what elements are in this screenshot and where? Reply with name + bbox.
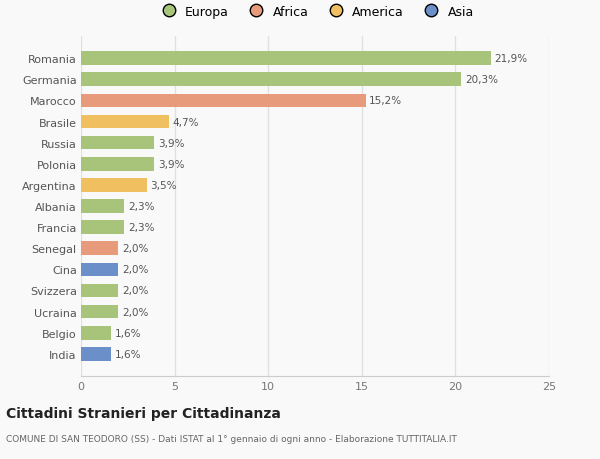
Legend: Europa, Africa, America, Asia: Europa, Africa, America, Asia [151,1,479,24]
Text: 3,5%: 3,5% [150,180,177,190]
Bar [81,284,118,298]
Bar [81,347,111,361]
Bar [81,305,118,319]
Text: Cittadini Stranieri per Cittadinanza: Cittadini Stranieri per Cittadinanza [6,406,281,420]
Text: 3,9%: 3,9% [158,159,184,169]
Bar [81,115,169,129]
Bar [81,73,461,87]
Text: 20,3%: 20,3% [465,75,498,85]
Bar [81,179,146,192]
Text: 3,9%: 3,9% [158,138,184,148]
Bar [81,157,154,171]
Bar [81,263,118,277]
Text: 21,9%: 21,9% [495,54,528,64]
Text: 2,3%: 2,3% [128,223,154,233]
Bar [81,326,111,340]
Text: 1,6%: 1,6% [115,328,141,338]
Bar [81,221,124,235]
Bar [81,52,491,66]
Text: 2,0%: 2,0% [122,244,149,254]
Text: COMUNE DI SAN TEODORO (SS) - Dati ISTAT al 1° gennaio di ogni anno - Elaborazion: COMUNE DI SAN TEODORO (SS) - Dati ISTAT … [6,434,457,443]
Text: 2,0%: 2,0% [122,265,149,275]
Bar [81,136,154,150]
Text: 2,0%: 2,0% [122,286,149,296]
Text: 1,6%: 1,6% [115,349,141,359]
Text: 2,0%: 2,0% [122,307,149,317]
Text: 4,7%: 4,7% [173,117,199,127]
Text: 2,3%: 2,3% [128,202,154,212]
Text: 15,2%: 15,2% [369,96,403,106]
Bar [81,242,118,256]
Bar [81,94,365,108]
Bar [81,200,124,213]
